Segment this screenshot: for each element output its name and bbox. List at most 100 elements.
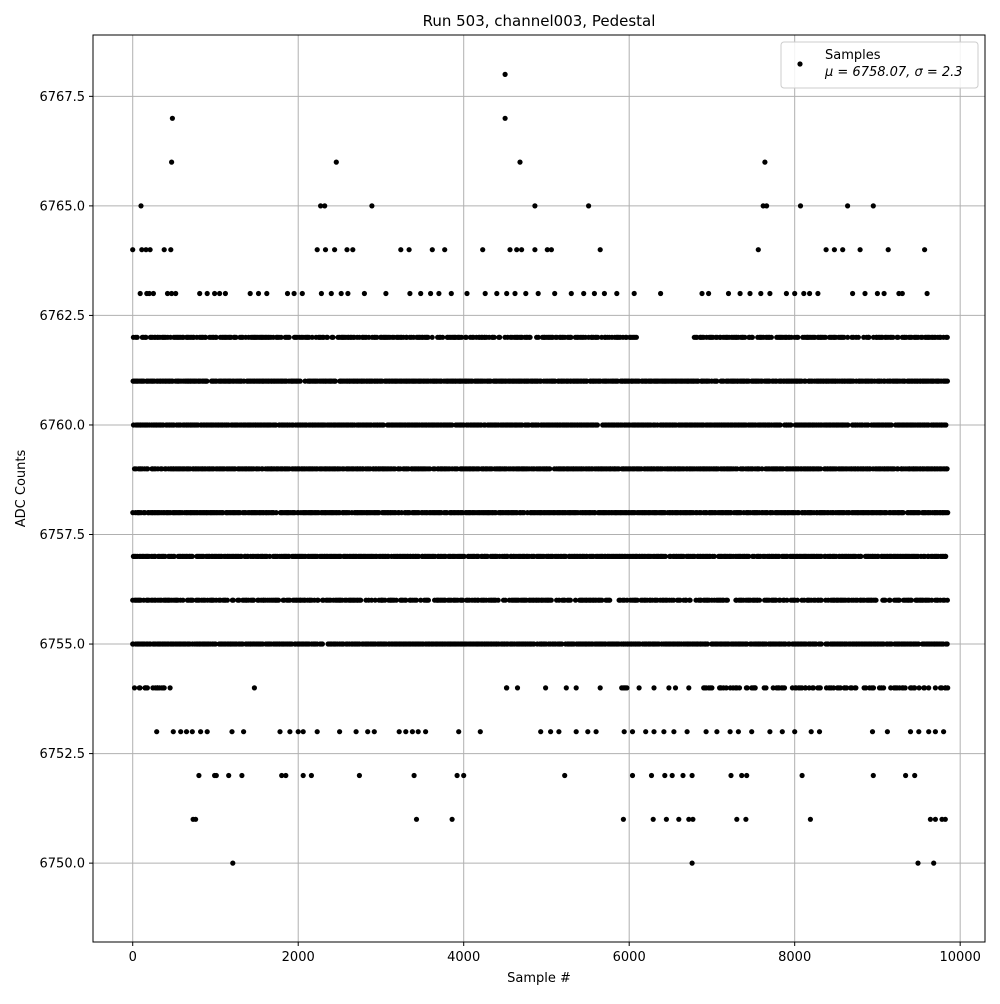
data-point bbox=[523, 290, 529, 297]
data-point bbox=[781, 685, 788, 691]
data-point bbox=[535, 290, 541, 297]
data-point bbox=[332, 247, 338, 253]
data-point bbox=[286, 334, 292, 340]
data-point bbox=[436, 290, 442, 297]
data-point bbox=[527, 334, 533, 340]
data-point bbox=[322, 203, 328, 209]
data-point bbox=[319, 641, 325, 647]
data-point bbox=[614, 290, 620, 297]
data-point bbox=[840, 247, 846, 253]
data-point bbox=[866, 334, 872, 340]
data-point bbox=[687, 597, 693, 603]
data-point bbox=[213, 772, 219, 779]
data-point bbox=[514, 685, 521, 691]
data-point bbox=[862, 290, 868, 297]
y-tick-label: 6750.0 bbox=[40, 857, 86, 872]
data-point bbox=[538, 729, 544, 735]
data-point bbox=[197, 290, 203, 297]
data-point bbox=[869, 729, 876, 735]
data-point bbox=[684, 729, 690, 735]
data-point bbox=[512, 290, 518, 297]
data-point bbox=[573, 729, 579, 735]
data-point bbox=[943, 422, 949, 428]
data-point bbox=[816, 729, 823, 735]
data-point bbox=[706, 290, 712, 297]
data-point bbox=[823, 247, 829, 253]
data-point bbox=[314, 729, 320, 735]
data-point bbox=[464, 290, 470, 297]
data-point bbox=[315, 597, 321, 603]
data-point bbox=[599, 597, 605, 603]
data-point bbox=[314, 247, 320, 253]
y-tick-label: 6765.0 bbox=[40, 199, 86, 214]
data-point bbox=[300, 729, 306, 735]
data-point bbox=[944, 378, 951, 384]
data-point bbox=[189, 729, 195, 735]
data-point bbox=[169, 159, 175, 165]
data-point bbox=[837, 685, 844, 691]
data-point bbox=[927, 816, 934, 822]
legend-marker bbox=[797, 61, 803, 67]
data-point bbox=[874, 290, 881, 297]
data-point bbox=[629, 772, 636, 779]
y-tick-label: 6757.5 bbox=[40, 528, 86, 543]
y-tick-label: 6752.5 bbox=[40, 747, 86, 762]
data-point bbox=[429, 247, 435, 253]
data-point bbox=[912, 772, 918, 779]
data-point bbox=[783, 290, 790, 297]
data-point bbox=[497, 334, 503, 340]
data-point bbox=[749, 334, 756, 340]
data-point bbox=[552, 290, 558, 297]
data-point bbox=[247, 290, 253, 297]
data-point bbox=[517, 159, 523, 165]
data-point bbox=[727, 729, 733, 735]
data-point bbox=[916, 685, 922, 691]
data-point bbox=[899, 290, 905, 297]
data-point bbox=[456, 729, 462, 735]
data-point bbox=[169, 290, 175, 297]
data-point bbox=[870, 772, 876, 779]
data-point bbox=[495, 597, 501, 603]
data-point bbox=[448, 290, 454, 297]
data-point bbox=[559, 641, 565, 647]
data-point bbox=[264, 290, 270, 297]
data-point bbox=[382, 597, 388, 603]
data-point bbox=[749, 729, 755, 735]
data-point bbox=[502, 71, 508, 77]
y-tick-label: 6767.5 bbox=[40, 90, 86, 105]
data-point bbox=[593, 729, 599, 735]
data-point bbox=[648, 772, 655, 779]
data-point bbox=[196, 772, 202, 779]
data-point bbox=[138, 203, 144, 209]
data-point bbox=[815, 290, 821, 297]
data-point bbox=[686, 685, 692, 691]
data-point bbox=[818, 641, 824, 647]
data-point bbox=[413, 816, 420, 822]
data-point bbox=[737, 290, 743, 297]
data-point bbox=[308, 772, 314, 779]
data-point bbox=[711, 553, 717, 560]
data-point bbox=[300, 772, 306, 779]
data-point bbox=[607, 597, 613, 603]
data-point bbox=[548, 247, 555, 253]
data-point bbox=[650, 816, 656, 822]
data-point bbox=[502, 597, 508, 603]
data-point bbox=[704, 641, 711, 647]
data-point bbox=[204, 378, 210, 384]
data-point bbox=[861, 685, 867, 691]
data-point bbox=[230, 860, 236, 866]
data-point bbox=[939, 685, 945, 691]
legend-series-label: Samples bbox=[825, 48, 881, 63]
data-point bbox=[636, 685, 642, 691]
data-point bbox=[926, 685, 932, 691]
x-tick-label: 2000 bbox=[282, 950, 315, 965]
data-point bbox=[762, 159, 768, 165]
data-point bbox=[383, 290, 389, 297]
data-point bbox=[802, 685, 809, 691]
data-point bbox=[322, 247, 329, 253]
data-point bbox=[429, 334, 435, 340]
data-point bbox=[183, 729, 190, 735]
data-point bbox=[945, 509, 951, 516]
data-point bbox=[594, 422, 601, 428]
